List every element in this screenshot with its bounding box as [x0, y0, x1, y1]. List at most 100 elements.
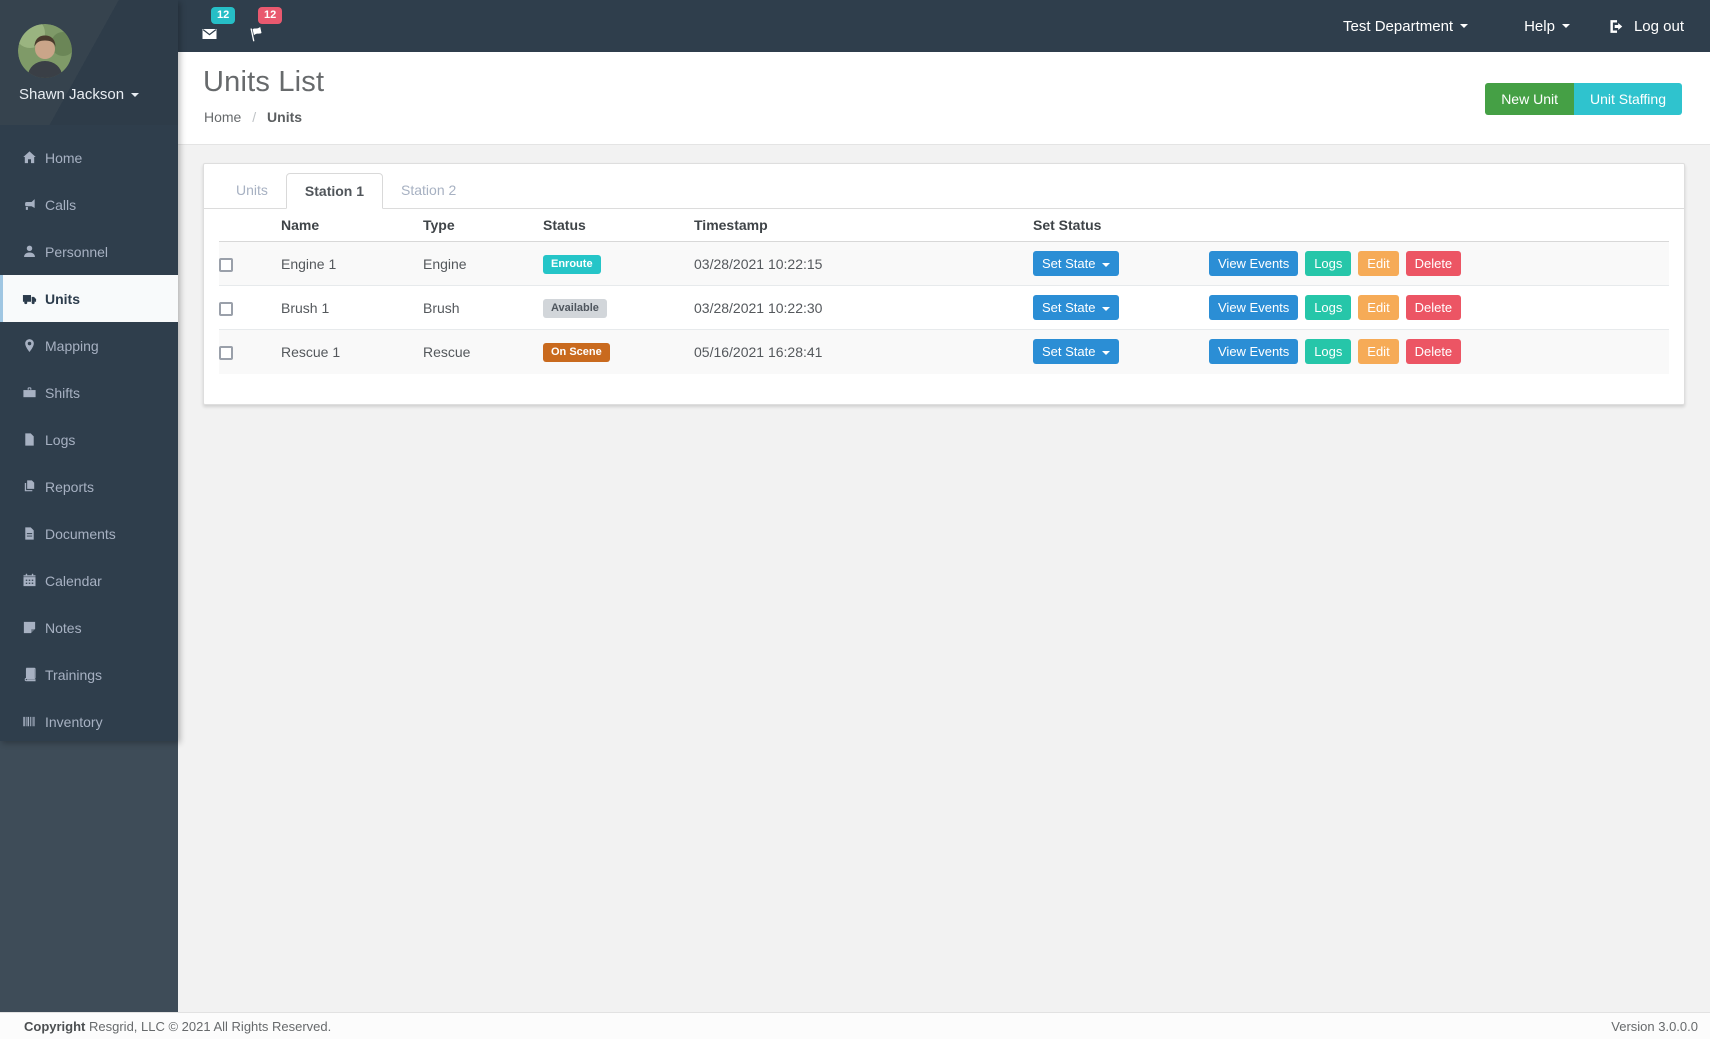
bullhorn-icon: [22, 197, 37, 212]
sidebar-item-units[interactable]: Units: [0, 275, 178, 322]
user-menu[interactable]: Shawn Jackson: [0, 86, 178, 103]
status-badge: Available: [543, 298, 607, 318]
sidebar-item-notes[interactable]: Notes: [0, 604, 178, 651]
row-checkbox[interactable]: [219, 345, 233, 360]
table-row: Rescue 1 Rescue On Scene 05/16/2021 16:2…: [219, 329, 1669, 374]
user-icon: [22, 244, 37, 259]
table-row: Brush 1 Brush Available 03/28/2021 10:22…: [219, 285, 1669, 330]
navbar-menu: Test Department Help Log out: [1343, 0, 1710, 52]
delete-button[interactable]: Delete: [1405, 295, 1462, 320]
view-events-button[interactable]: View Events: [1209, 339, 1299, 365]
version-label: Version 3.0.0.0: [1611, 1018, 1698, 1034]
logs-button[interactable]: Logs: [1305, 339, 1352, 365]
timestamp-cell: 03/28/2021 10:22:15: [694, 255, 823, 272]
book-icon: [22, 667, 37, 682]
chevron-down-icon: [1102, 350, 1111, 355]
view-events-button[interactable]: View Events: [1209, 251, 1299, 276]
unit-name-cell: Brush 1: [273, 285, 415, 330]
sidebar-item-label: Calls: [45, 196, 77, 213]
logout-button[interactable]: Log out: [1608, 18, 1684, 35]
delete-button[interactable]: Delete: [1405, 251, 1462, 276]
sidebar-item-label: Units: [45, 290, 80, 307]
top-navbar: 12 12 Test Department Help Log out: [178, 0, 1710, 52]
header-buttons: New Unit Unit Staffing: [1485, 83, 1682, 115]
table-row: Engine 1 Engine Enroute 03/28/2021 10:22…: [219, 241, 1669, 286]
truck-icon: [22, 291, 37, 306]
sidebar-item-reports[interactable]: Reports: [0, 463, 178, 510]
map-marker-icon: [22, 338, 37, 353]
row-checkbox[interactable]: [219, 301, 233, 316]
sidebar-item-label: Documents: [45, 525, 116, 542]
status-badge: On Scene: [543, 342, 610, 362]
content-area: Units Station 1 Station 2 Name Type Stat…: [178, 146, 1710, 1012]
messages-button[interactable]: 12: [200, 7, 236, 47]
tab-station-1[interactable]: Station 1: [285, 173, 384, 209]
units-table: Name Type Status Timestamp Set Status En…: [219, 209, 1669, 374]
breadcrumb-current: Units: [267, 109, 303, 125]
file-icon: [22, 432, 37, 447]
chevron-down-icon: [1102, 306, 1111, 311]
page-title: Units List: [203, 66, 325, 98]
view-events-button[interactable]: View Events: [1209, 295, 1299, 320]
logs-button[interactable]: Logs: [1305, 251, 1352, 276]
sidebar-item-personnel[interactable]: Personnel: [0, 228, 178, 275]
home-icon: [22, 150, 37, 165]
sidebar-item-logs[interactable]: Logs: [0, 416, 178, 463]
help-label: Help: [1524, 17, 1555, 35]
navbar-badges: 12 12: [178, 0, 283, 52]
sidebar-item-shifts[interactable]: Shifts: [0, 369, 178, 416]
tab-units[interactable]: Units: [236, 182, 268, 198]
edit-button[interactable]: Edit: [1358, 295, 1399, 320]
barcode-icon: [22, 714, 37, 729]
copy-icon: [22, 479, 37, 494]
logout-label: Log out: [1633, 17, 1684, 35]
unit-staffing-button[interactable]: Unit Staffing: [1573, 83, 1682, 115]
station-tabs: Units Station 1 Station 2: [204, 164, 1684, 209]
edit-button[interactable]: Edit: [1358, 251, 1399, 276]
sidebar-item-label: Personnel: [45, 243, 109, 260]
breadcrumb-home[interactable]: Home: [204, 109, 242, 125]
chevron-down-icon: [1561, 24, 1570, 28]
sidebar-item-home[interactable]: Home: [0, 134, 178, 181]
logs-button[interactable]: Logs: [1305, 295, 1352, 320]
department-menu[interactable]: Test Department: [1343, 18, 1469, 35]
sidebar-item-trainings[interactable]: Trainings: [0, 651, 178, 698]
breadcrumb: Home / Units: [204, 109, 302, 125]
column-header-status: Status: [535, 209, 686, 242]
unit-type-cell: Brush: [415, 285, 535, 330]
new-unit-button[interactable]: New Unit: [1485, 83, 1574, 115]
column-header-timestamp: Timestamp: [686, 209, 1025, 242]
note-icon: [22, 620, 37, 635]
sidebar-item-label: Logs: [45, 431, 76, 448]
sidebar-item-mapping[interactable]: Mapping: [0, 322, 178, 369]
unit-name-cell: Engine 1: [281, 255, 337, 272]
set-state-dropdown[interactable]: Set State: [1033, 339, 1120, 365]
unit-type-cell: Engine: [423, 255, 467, 272]
column-header-actions: [1201, 209, 1669, 242]
help-menu[interactable]: Help: [1524, 18, 1570, 35]
sidebar-main: Shawn Jackson Home Calls Personnel Units…: [0, 0, 178, 741]
breadcrumb-separator: /: [252, 109, 257, 125]
sidebar-item-documents[interactable]: Documents: [0, 510, 178, 557]
chevron-down-icon: [1460, 24, 1469, 28]
page-header: Units List Home / Units New Unit Unit St…: [178, 52, 1710, 145]
sidebar: Shawn Jackson Home Calls Personnel Units…: [0, 0, 178, 1012]
chevron-down-icon: [1102, 262, 1111, 267]
chevron-down-icon: [131, 93, 140, 98]
envelope-icon: [200, 26, 219, 42]
sidebar-item-inventory[interactable]: Inventory: [0, 698, 178, 745]
sidebar-item-calls[interactable]: Calls: [0, 181, 178, 228]
sidebar-item-label: Shifts: [45, 384, 81, 401]
sidebar-item-calendar[interactable]: Calendar: [0, 557, 178, 604]
delete-button[interactable]: Delete: [1405, 339, 1462, 365]
units-panel: Units Station 1 Station 2 Name Type Stat…: [203, 163, 1685, 405]
row-checkbox[interactable]: [219, 257, 233, 272]
tab-station-2[interactable]: Station 2: [401, 182, 457, 198]
edit-button[interactable]: Edit: [1358, 339, 1399, 365]
set-state-dropdown[interactable]: Set State: [1033, 251, 1120, 276]
set-state-dropdown[interactable]: Set State: [1033, 295, 1120, 320]
notifications-button[interactable]: 12: [247, 7, 283, 47]
sidebar-item-label: Trainings: [45, 666, 103, 683]
user-panel[interactable]: Shawn Jackson: [0, 0, 178, 125]
briefcase-icon: [22, 385, 37, 400]
